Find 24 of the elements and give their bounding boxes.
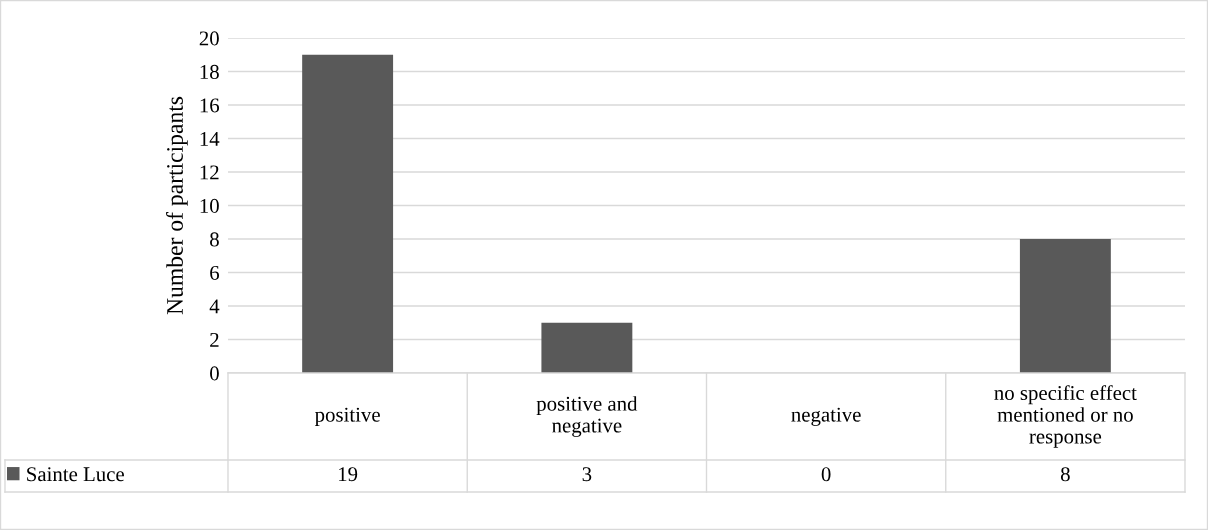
bar xyxy=(1019,239,1111,373)
y-tick-label: 2 xyxy=(210,332,219,347)
legend-label: Sainte Luce xyxy=(27,467,124,482)
y-tick-label: 14 xyxy=(200,131,220,146)
data-label: 8 xyxy=(1060,467,1070,482)
data-label: 0 xyxy=(821,467,831,482)
y-tick-label: 4 xyxy=(209,299,220,314)
data-label: 19 xyxy=(339,467,358,482)
y-tick-label: 6 xyxy=(210,265,220,280)
y-axis-title: Number of participants xyxy=(166,96,188,315)
data-label: 3 xyxy=(582,467,592,482)
x-tick-label: positive xyxy=(314,407,380,426)
x-tick-label: positive and negative xyxy=(536,396,638,437)
bar xyxy=(302,54,394,373)
y-tick-label: 0 xyxy=(210,366,219,381)
x-tick-label: negative xyxy=(791,407,861,426)
y-tick-label: 16 xyxy=(200,98,220,113)
y-tick-label: 12 xyxy=(200,165,219,180)
y-tick-label: 10 xyxy=(200,198,219,213)
bar xyxy=(541,322,633,373)
y-tick-label: 8 xyxy=(210,232,219,247)
y-tick-label: 18 xyxy=(200,64,219,79)
y-tick-label: 20 xyxy=(199,31,219,46)
x-tick-label: no specific effect mentioned or no response xyxy=(994,385,1137,448)
